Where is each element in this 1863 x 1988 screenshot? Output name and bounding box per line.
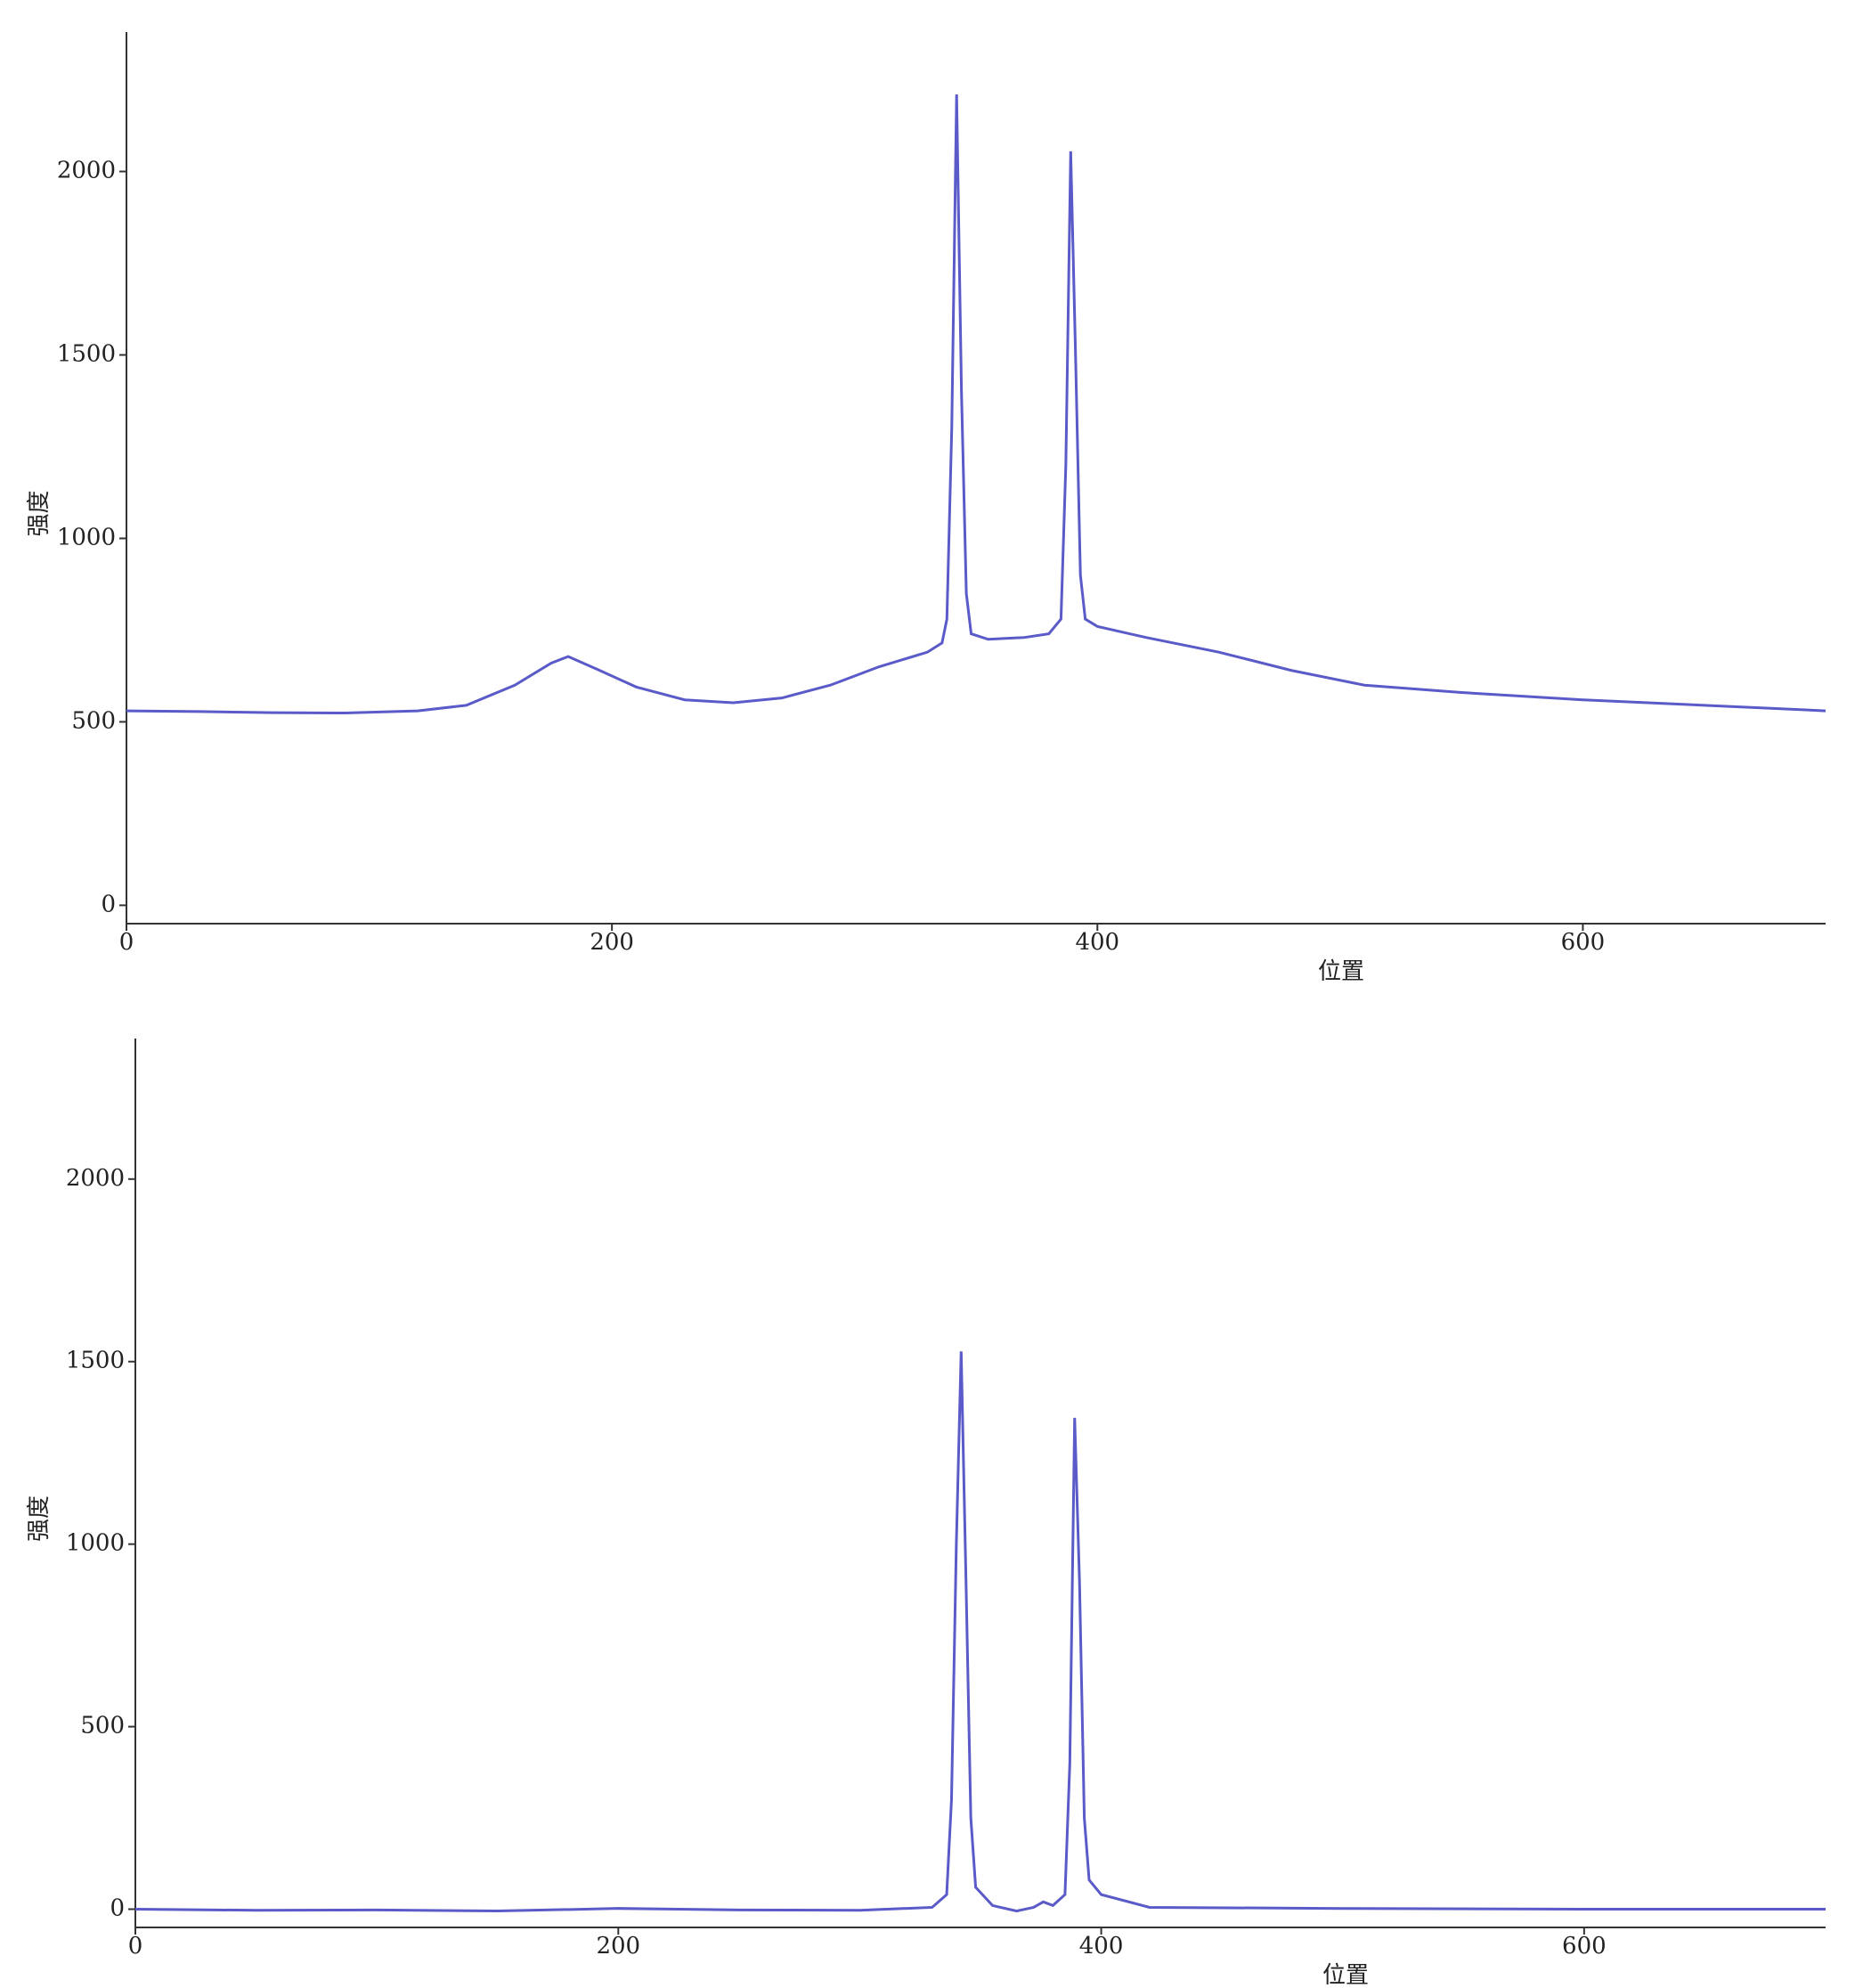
y-tick-label: 2000	[57, 158, 116, 184]
x-tick-label: 0	[119, 929, 134, 956]
data-line	[126, 94, 1826, 715]
data-line	[134, 1351, 1826, 1913]
y-tick-label: 1000	[66, 1530, 125, 1557]
y-tick-label: 500	[71, 707, 116, 734]
y-tick-label: 1000	[57, 524, 116, 550]
x-tick-label: 600	[1562, 1933, 1607, 1959]
y-tick-label: 0	[110, 1895, 125, 1922]
y-axis-label: 强度	[26, 490, 53, 536]
y-axis-label: 强度	[26, 1495, 53, 1542]
y-tick-label: 1500	[57, 341, 116, 368]
x-tick-label: 400	[1075, 929, 1119, 956]
x-tick-label: 0	[128, 1933, 143, 1959]
x-axis-label: 位置	[1318, 958, 1364, 985]
x-tick-label: 200	[596, 1933, 640, 1959]
x-tick-label: 600	[1561, 929, 1606, 956]
y-tick-label: 2000	[66, 1165, 125, 1192]
x-tick-label: 400	[1079, 1933, 1124, 1959]
y-tick-label: 1500	[66, 1348, 125, 1374]
y-tick-label: 0	[101, 891, 116, 917]
y-tick-label: 500	[80, 1713, 125, 1740]
x-axis-label: 位置	[1322, 1962, 1369, 1988]
x-tick-label: 200	[590, 929, 634, 956]
